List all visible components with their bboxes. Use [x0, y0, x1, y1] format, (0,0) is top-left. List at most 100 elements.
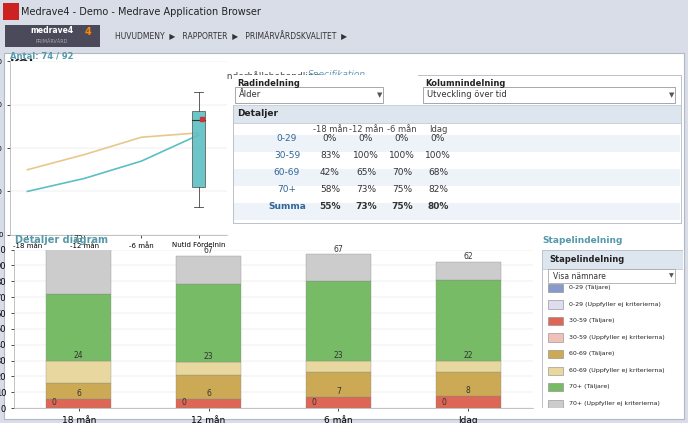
Text: 67: 67: [204, 246, 213, 255]
Bar: [233, 105, 681, 123]
Text: 70+ (Täljare): 70+ (Täljare): [569, 385, 610, 390]
Text: Utveckling över tid: Utveckling över tid: [427, 90, 507, 99]
Text: 6: 6: [76, 389, 81, 398]
Text: 73%: 73%: [356, 185, 376, 194]
Text: 80%: 80%: [427, 202, 449, 212]
Bar: [176, 284, 241, 362]
Text: -6 mån: -6 mån: [387, 125, 417, 134]
Text: 30-59: 30-59: [274, 151, 300, 160]
Bar: [306, 281, 371, 360]
Bar: [548, 317, 563, 325]
Text: PRIMÄRVÅRD: PRIMÄRVÅRD: [36, 39, 68, 44]
Text: -18 mån: -18 mån: [312, 125, 347, 134]
Text: 23: 23: [204, 352, 213, 361]
Text: Specifikation: Specifikation: [308, 70, 366, 79]
Text: 75%: 75%: [392, 185, 412, 194]
Bar: [436, 262, 501, 280]
Text: 22: 22: [464, 351, 473, 360]
Bar: [234, 203, 680, 220]
Bar: [548, 400, 563, 408]
Bar: [235, 87, 383, 103]
Bar: [306, 397, 371, 408]
Text: 0%: 0%: [431, 134, 445, 143]
Text: 60-69: 60-69: [274, 168, 300, 177]
Text: 70%: 70%: [392, 168, 412, 177]
Text: Visa nämnare: Visa nämnare: [553, 272, 606, 280]
Text: KOL: KOL: [10, 58, 38, 71]
Bar: [176, 362, 241, 375]
Bar: [436, 372, 501, 396]
Text: 0: 0: [182, 398, 186, 407]
Text: 0-29 (Uppfyller ej kriterierna): 0-29 (Uppfyller ej kriterierna): [569, 302, 660, 307]
Text: ▼: ▼: [377, 92, 383, 98]
Text: 73%: 73%: [355, 202, 377, 212]
Bar: [306, 372, 371, 397]
Text: 100%: 100%: [353, 151, 379, 160]
Text: 7: 7: [336, 387, 341, 396]
Text: Detaljer: Detaljer: [237, 109, 278, 118]
Bar: [46, 294, 111, 360]
Text: Ålder: Ålder: [239, 90, 261, 99]
Text: 0%: 0%: [323, 134, 337, 143]
Bar: [548, 350, 563, 358]
Text: ᵐ⁴: ᵐ⁴: [3, 7, 12, 16]
Text: 0: 0: [441, 398, 446, 407]
Text: 62: 62: [464, 253, 473, 261]
Bar: [548, 269, 675, 283]
Text: ☆ KOL2: Återbesök för patienter med KOL och underhållsbehandling –: ☆ KOL2: Återbesök för patienter med KOL …: [10, 70, 330, 80]
Text: Kolumnindelning: Kolumnindelning: [425, 79, 506, 88]
Bar: [46, 398, 111, 408]
Bar: [548, 300, 563, 309]
Text: 58%: 58%: [320, 185, 340, 194]
Bar: [233, 75, 681, 223]
Text: 75%: 75%: [391, 202, 413, 212]
Bar: [548, 284, 563, 292]
Text: medrave4: medrave4: [30, 26, 74, 35]
Bar: [436, 280, 501, 360]
Bar: [192, 111, 205, 187]
Text: ▼: ▼: [669, 92, 674, 98]
Text: Antal: 74 / 92: Antal: 74 / 92: [10, 52, 74, 60]
Text: 42%: 42%: [320, 168, 340, 177]
Bar: [3, 3, 19, 20]
Text: 60-69 (Uppfyller ej kriterierna): 60-69 (Uppfyller ej kriterierna): [569, 368, 665, 373]
Bar: [542, 250, 683, 269]
Bar: [436, 360, 501, 372]
Bar: [234, 169, 680, 186]
Text: 30-59 (Täljare): 30-59 (Täljare): [569, 318, 614, 323]
Text: 100%: 100%: [389, 151, 415, 160]
Text: 73: 73: [74, 235, 83, 244]
Text: Radindelning: Radindelning: [237, 79, 300, 88]
Text: 68%: 68%: [428, 168, 448, 177]
Text: 100%: 100%: [425, 151, 451, 160]
Text: 55%: 55%: [319, 202, 341, 212]
Bar: [306, 254, 371, 281]
Text: 4: 4: [85, 27, 92, 37]
Bar: [46, 360, 111, 383]
Text: 0: 0: [311, 398, 316, 407]
Text: 65%: 65%: [356, 168, 376, 177]
Text: 70+ (Uppfyller ej kriterierna): 70+ (Uppfyller ej kriterierna): [569, 401, 660, 406]
Text: 83%: 83%: [320, 151, 340, 160]
Bar: [46, 383, 111, 398]
Bar: [233, 75, 418, 105]
Text: 67: 67: [334, 244, 343, 253]
Text: 23: 23: [334, 351, 343, 360]
Text: 24: 24: [74, 351, 83, 360]
Bar: [234, 135, 680, 152]
Text: 0: 0: [52, 398, 56, 407]
Text: 8: 8: [466, 386, 471, 395]
Text: Idag: Idag: [429, 125, 447, 134]
Bar: [436, 396, 501, 408]
Text: Stapelindelning: Stapelindelning: [542, 236, 623, 245]
Bar: [46, 245, 111, 294]
Bar: [176, 256, 241, 284]
Bar: [423, 87, 675, 103]
Text: 70+: 70+: [277, 185, 297, 194]
Text: 0%: 0%: [359, 134, 373, 143]
Text: 6: 6: [206, 389, 211, 398]
Bar: [176, 398, 241, 408]
Bar: [548, 367, 563, 375]
Text: 0-29 (Täljare): 0-29 (Täljare): [569, 285, 610, 290]
Text: Stapelindelning: Stapelindelning: [549, 255, 625, 264]
